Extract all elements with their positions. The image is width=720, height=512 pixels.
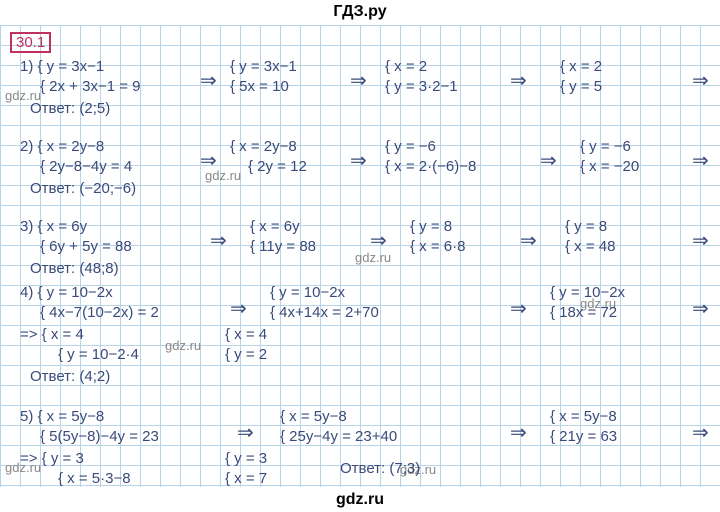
arrow-icon: ⇒ [692,296,709,321]
arrow-icon: ⇒ [510,296,527,321]
p4-line: { 18x = 72 [550,304,617,321]
p2-line: { 2y−8−4y = 4 [40,158,132,175]
arrow-icon: ⇒ [200,148,217,173]
arrow-icon: ⇒ [692,68,709,93]
arrow-icon: ⇒ [510,420,527,445]
p1-line: { y = 3·2−1 [385,78,458,95]
p4-line: { 4x+14x = 2+70 [270,304,379,321]
p1-line: { 5x = 10 [230,78,289,95]
p5-line: 5) { x = 5y−8 [20,408,104,425]
p4-line: { 4x−7(10−2x) = 2 [40,304,159,321]
arrow-icon: ⇒ [210,228,227,253]
p5-line: { 25y−4y = 23+40 [280,428,397,445]
arrow-icon: ⇒ [692,420,709,445]
p5-answer: Ответ: (7;3) [340,460,420,477]
p4-answer: Ответ: (4;2) [30,368,110,385]
p1-line: { y = 3x−1 [230,58,297,75]
arrow-icon: ⇒ [370,228,387,253]
p3-line: { y = 8 [565,218,607,235]
p4-line: { y = 10−2·4 [58,346,139,363]
p5-line: { x = 5y−8 [280,408,347,425]
p4-line: { y = 10−2x [270,284,345,301]
p2-line: { x = 2·(−6)−8 [385,158,476,175]
p3-line: { y = 8 [410,218,452,235]
p1-line: { x = 2 [385,58,427,75]
p4-line: { y = 2 [225,346,267,363]
p5-line: { x = 5·3−8 [58,470,131,487]
arrow-icon: ⇒ [692,228,709,253]
p5-line: { y = 3 [225,450,267,467]
p2-line: { x = 2y−8 [230,138,297,155]
arrow-icon: ⇒ [350,148,367,173]
p2-line: { y = −6 [385,138,436,155]
p3-line: { x = 6·8 [410,238,465,255]
p5-line: { x = 5y−8 [550,408,617,425]
p2-line: 2) { x = 2y−8 [20,138,104,155]
p4-line: { y = 10−2x [550,284,625,301]
arrow-icon: ⇒ [200,68,217,93]
p5-line: { x = 7 [225,470,267,487]
arrow-icon: ⇒ [540,148,557,173]
arrow-icon: ⇒ [230,296,247,321]
watermark: gdz.ru [165,338,201,353]
arrow-icon: ⇒ [510,68,527,93]
p2-line: { y = −6 [580,138,631,155]
p3-line: { x = 6y [250,218,300,235]
problem-number: 30.1 [10,32,51,53]
arrow-icon: ⇒ [350,68,367,93]
p1-answer: Ответ: (2;5) [30,100,110,117]
arrow-icon: ⇒ [237,420,254,445]
arrow-icon: ⇒ [520,228,537,253]
p2-line: { 2y = 12 [248,158,307,175]
p3-line: 3) { x = 6y [20,218,87,235]
p4-line: 4) { y = 10−2x [20,284,113,301]
p5-line: { 5(5y−8)−4y = 23 [40,428,159,445]
p1-line: { 2x + 3x−1 = 9 [40,78,141,95]
p1-line: { y = 5 [560,78,602,95]
p1-line: 1) { y = 3x−1 [20,58,104,75]
p4-line: { x = 4 [225,326,267,343]
p1-line: { x = 2 [560,58,602,75]
p2-answer: Ответ: (−20;−6) [30,180,136,197]
page-footer: gdz.ru [0,491,720,509]
p5-line: { 21y = 63 [550,428,617,445]
p3-line: { 11y = 88 [250,238,316,255]
p3-line: { x = 48 [565,238,615,255]
p2-line: { x = −20 [580,158,639,175]
arrow-icon: ⇒ [692,148,709,173]
p4-line: => { x = 4 [20,326,84,343]
page-header: ГДЗ.ру [0,3,720,21]
p3-line: { 6y + 5y = 88 [40,238,132,255]
p3-answer: Ответ: (48;8) [30,260,119,277]
p5-line: => { y = 3 [20,450,84,467]
